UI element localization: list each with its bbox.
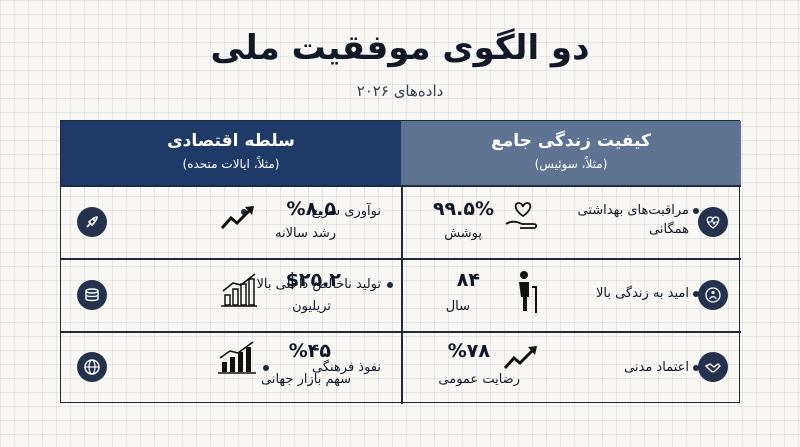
row-divider [61, 331, 741, 333]
bullet [693, 208, 699, 214]
quality-row-life-expectancy: امید به زندگی بالا ۸۴ سال [402, 259, 742, 332]
stat-value: ۹۹.۵% [432, 198, 494, 220]
quality-label: اعتماد مدنی [567, 358, 699, 377]
stat-value: ۸۴ [456, 269, 480, 291]
economic-row-innovation: نوآوری سریع %۸.۵ رشد سالانه [61, 186, 401, 259]
stat-value: $۲۵.۲ [285, 269, 341, 291]
page-subtitle: داده‌های ۲۰۲۶ [356, 82, 444, 100]
quality-heading: کیفیت زندگی جامع [491, 131, 651, 151]
stat-label: رشد سالانه [275, 226, 336, 241]
quality-label: مراقبت‌های بهداشتی همگانی [567, 201, 699, 239]
economic-label: نوآوری سریع [241, 202, 381, 221]
stat-value: %۴۵ [288, 340, 331, 362]
quality-label: امید به زندگی بالا [567, 284, 699, 303]
bullet [693, 291, 699, 297]
bullet [263, 365, 269, 371]
economic-header: سلطه اقتصادی (مثلاً، ایالات متحده) [61, 121, 401, 185]
economic-label: نفوذ فرهنگی [251, 358, 381, 377]
stat-value: %۷۸ [447, 340, 490, 362]
coins-icon [77, 280, 107, 310]
elderly-person-icon [519, 271, 537, 313]
bar-chart-up-icon [221, 273, 257, 307]
heart-pulse-icon [698, 207, 728, 237]
economic-row-gdp: تولید ناخالص داخلی بالا $۲۵.۲ تریلیون [61, 259, 401, 332]
stat-label: سهم بازار جهانی [261, 372, 351, 387]
quality-header: کیفیت زندگی جامع (مثلاً، سوئیس) [401, 121, 741, 185]
rocket-icon [77, 207, 107, 237]
row-divider [61, 185, 741, 187]
economic-heading: سلطه اقتصادی [167, 131, 295, 151]
handshake-icon [698, 352, 728, 382]
trend-arrow-icon [503, 346, 537, 370]
person-coin-icon [698, 280, 728, 310]
economic-label: تولید ناخالص داخلی بالا [251, 275, 393, 294]
column-divider [401, 185, 403, 404]
bullet [387, 282, 393, 288]
stat-label: سال [445, 299, 470, 314]
stat-label: تریلیون [292, 299, 331, 314]
stat-value: %۸.۵ [286, 198, 336, 220]
globe-icon [77, 352, 107, 382]
quality-row-healthcare: مراقبت‌های بهداشتی همگانی ۹۹.۵% پوشش [402, 186, 742, 259]
comparison-board: سلطه اقتصادی (مثلاً، ایالات متحده) کیفیت… [60, 120, 742, 405]
quality-example: (مثلاً، سوئیس) [534, 157, 608, 171]
hand-heart-icon [505, 202, 538, 229]
economic-example: (مثلاً، ایالات متحده) [182, 157, 280, 171]
stat-label: رضایت عمومی [438, 372, 520, 387]
bullet [241, 209, 247, 215]
economic-row-culture: نفوذ فرهنگی %۴۵ سهم بازار جهانی [61, 332, 401, 405]
bar-chart-up-icon [218, 341, 256, 374]
row-divider [61, 258, 741, 260]
page-title: دو الگوی موفقیت ملی [210, 28, 590, 68]
bullet [693, 365, 699, 371]
trend-arrow-icon [220, 206, 254, 230]
stat-label: پوشش [444, 226, 482, 241]
quality-row-civic-trust: اعتماد مدنی %۷۸ رضایت عمومی [402, 332, 742, 405]
